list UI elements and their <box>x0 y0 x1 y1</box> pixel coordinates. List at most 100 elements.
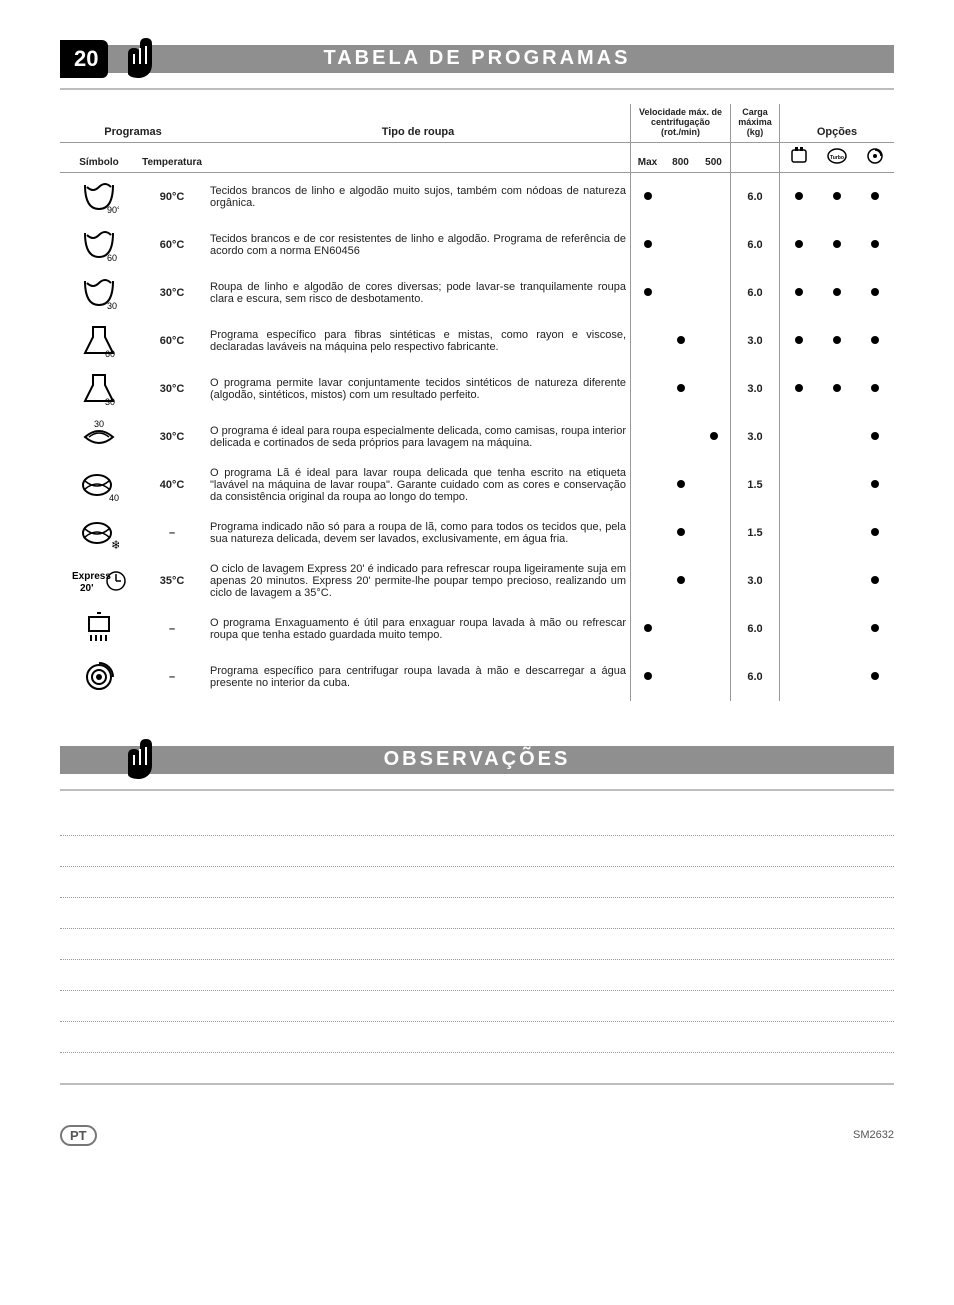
speed-max <box>631 605 665 653</box>
load-kg: 3.0 <box>731 365 780 413</box>
program-temp: 30°C <box>138 413 206 461</box>
opt-icon-c <box>856 142 894 172</box>
subcol-simbolo: Símbolo <box>60 142 138 172</box>
load-kg: 6.0 <box>731 172 780 221</box>
load-kg: 6.0 <box>731 605 780 653</box>
subcol-500: 500 <box>697 142 731 172</box>
load-kg: 6.0 <box>731 221 780 269</box>
opt-a <box>780 605 819 653</box>
load-kg: 6.0 <box>731 269 780 317</box>
svg-text:30: 30 <box>94 419 104 429</box>
svg-text:Express: Express <box>72 571 111 582</box>
speed-500 <box>697 605 731 653</box>
opt-b <box>818 653 856 701</box>
speed-800 <box>664 221 697 269</box>
speed-500 <box>697 269 731 317</box>
speed-500 <box>697 413 731 461</box>
program-description: O programa Lã é ideal para lavar roupa d… <box>206 461 631 509</box>
opt-a <box>780 653 819 701</box>
program-temp: – <box>138 509 206 557</box>
svg-text:20': 20' <box>80 583 94 594</box>
table-row: ❄ – Programa indicado não só para a roup… <box>60 509 894 557</box>
note-line <box>60 867 894 898</box>
program-temp: – <box>138 653 206 701</box>
program-temp: – <box>138 605 206 653</box>
program-description: O programa permite lavar conjuntamente t… <box>206 365 631 413</box>
program-symbol-icon <box>60 605 138 653</box>
program-symbol-icon: ❄ <box>60 509 138 557</box>
programs-table: Programas Tipo de roupa Velocidade máx. … <box>60 104 894 701</box>
speed-800 <box>664 269 697 317</box>
speed-max <box>631 221 665 269</box>
program-symbol-icon: 90°C <box>60 172 138 221</box>
speed-800 <box>664 317 697 365</box>
opt-c <box>856 557 894 605</box>
header-underline <box>60 88 894 90</box>
speed-500 <box>697 509 731 557</box>
opt-c <box>856 317 894 365</box>
opt-a <box>780 269 819 317</box>
speed-500 <box>697 317 731 365</box>
subcol-800: 800 <box>664 142 697 172</box>
opt-b <box>818 413 856 461</box>
opt-c <box>856 365 894 413</box>
load-kg: 3.0 <box>731 317 780 365</box>
program-temp: 40°C <box>138 461 206 509</box>
note-line <box>60 960 894 991</box>
svg-text:60: 60 <box>107 253 117 263</box>
speed-max <box>631 317 665 365</box>
speed-max <box>631 365 665 413</box>
note-line <box>60 898 894 929</box>
opt-b <box>818 172 856 221</box>
opt-a <box>780 172 819 221</box>
obs-title: OBSERVAÇÕES <box>60 748 894 771</box>
col-carga: Carga máxima (kg) <box>731 104 780 142</box>
note-line <box>60 805 894 836</box>
opt-a <box>780 413 819 461</box>
col-tipo: Tipo de roupa <box>206 104 631 142</box>
program-symbol-icon: Express20' <box>60 557 138 605</box>
note-line <box>60 991 894 1022</box>
opt-c <box>856 269 894 317</box>
program-symbol-icon: 40 <box>60 461 138 509</box>
speed-500 <box>697 221 731 269</box>
opt-a <box>780 557 819 605</box>
footer-line <box>60 1083 894 1085</box>
opt-c <box>856 413 894 461</box>
speed-max <box>631 269 665 317</box>
svg-text:30: 30 <box>107 301 117 311</box>
speed-max <box>631 461 665 509</box>
note-line <box>60 836 894 867</box>
table-row: 30 30°C Roupa de linho e algodão de core… <box>60 269 894 317</box>
note-line <box>60 929 894 960</box>
speed-500 <box>697 557 731 605</box>
table-row: 40 40°C O programa Lã é ideal para lavar… <box>60 461 894 509</box>
program-description: Tecidos brancos de linho e algodão muito… <box>206 172 631 221</box>
speed-500 <box>697 172 731 221</box>
obs-header-bar: OBSERVAÇÕES <box>60 741 894 779</box>
program-description: Programa indicado não só para a roupa de… <box>206 509 631 557</box>
load-kg: 3.0 <box>731 557 780 605</box>
program-temp: 60°C <box>138 317 206 365</box>
col-opcoes: Opções <box>780 104 895 142</box>
program-description: Roupa de linho e algodão de cores divers… <box>206 269 631 317</box>
speed-800 <box>664 172 697 221</box>
model-code: SM2632 <box>853 1129 894 1141</box>
program-temp: 60°C <box>138 221 206 269</box>
speed-800 <box>664 509 697 557</box>
program-symbol-icon: 60 <box>60 221 138 269</box>
opt-a <box>780 221 819 269</box>
footer: PT SM2632 <box>60 1125 894 1146</box>
opt-b <box>818 269 856 317</box>
opt-a <box>780 365 819 413</box>
speed-max <box>631 557 665 605</box>
speed-500 <box>697 365 731 413</box>
opt-c <box>856 605 894 653</box>
svg-text:30: 30 <box>105 397 115 407</box>
program-symbol-icon: 60 <box>60 317 138 365</box>
subcol-max: Max <box>631 142 665 172</box>
page-title: TABELA DE PROGRAMAS <box>60 47 894 70</box>
table-row: 90°C 90°C Tecidos brancos de linho e alg… <box>60 172 894 221</box>
table-row: 60 60°C Programa específico para fibras … <box>60 317 894 365</box>
speed-max <box>631 653 665 701</box>
